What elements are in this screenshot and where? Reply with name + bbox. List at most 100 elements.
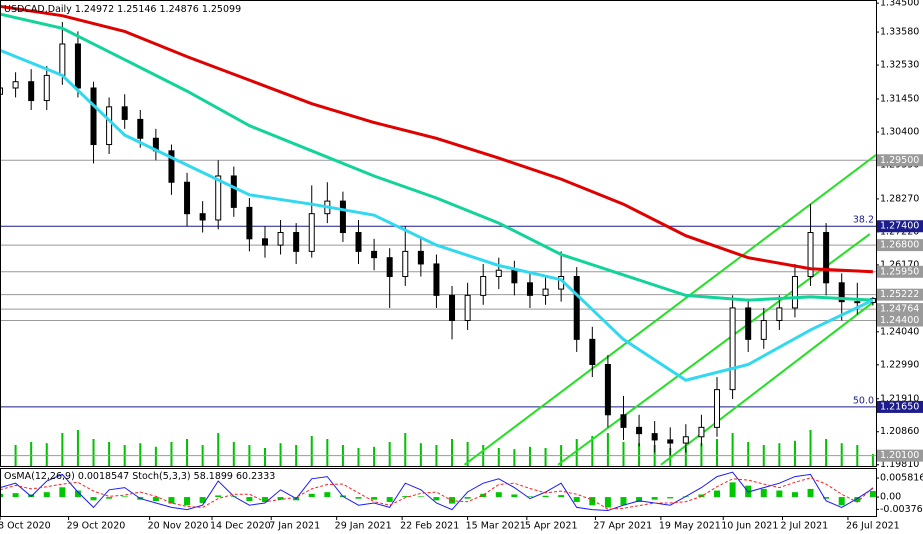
- volume-bar: [809, 430, 812, 466]
- candle-body: [12, 81, 19, 89]
- candle-body: [636, 426, 643, 435]
- candle-body: [74, 43, 81, 89]
- volume-bar: [497, 448, 500, 466]
- candle-body: [589, 338, 596, 366]
- stoch-name: Stoch(5,3,3): [132, 471, 190, 482]
- y-tick-label: 1.30400: [880, 126, 919, 137]
- osc-tick-label: 0.00: [880, 492, 901, 503]
- level-label-box: [877, 220, 923, 233]
- volume-bar: [310, 436, 313, 466]
- candle-body: [59, 43, 66, 76]
- osma-bar: [308, 493, 315, 498]
- volume-bar: [154, 446, 157, 466]
- level-label-box: [877, 303, 923, 316]
- level-label: 1.29500: [880, 155, 919, 166]
- osma-bar: [838, 497, 845, 506]
- volume-bar: [840, 443, 843, 466]
- volume-bar: [513, 449, 516, 466]
- y-tick-label: 1.32530: [880, 60, 919, 71]
- candle-body: [215, 175, 222, 221]
- y-tick-label: 1.21910: [880, 393, 919, 404]
- osma-bar: [59, 487, 66, 498]
- osma-bar: [495, 492, 502, 498]
- stoch-d-value: 60.2333: [236, 471, 275, 482]
- candle-body: [121, 106, 128, 120]
- volume-bar: [778, 443, 781, 466]
- volume-bar: [793, 440, 796, 466]
- oscillator-panel: [0, 471, 876, 512]
- volume-bar: [684, 446, 687, 466]
- osma-bar: [511, 494, 518, 498]
- candle-body: [277, 232, 284, 246]
- x-tick-label: 14 Dec 2020: [210, 521, 271, 532]
- volume-bar: [108, 442, 111, 466]
- x-tick-label: 5 Apr 2021: [525, 521, 578, 532]
- volume-bar: [232, 442, 235, 466]
- volume-bar: [622, 442, 625, 466]
- osma-bar: [106, 497, 113, 499]
- candle-body: [402, 250, 409, 278]
- level-label-box: [877, 265, 923, 278]
- stochastic-line: [0, 477, 874, 510]
- symbol: USDCAD,Daily: [4, 4, 72, 15]
- volume-bar: [716, 439, 719, 466]
- oscillator-frame: [0, 468, 877, 517]
- osma-bar: [355, 497, 362, 499]
- price-frame: [0, 0, 877, 467]
- level-label-box: [877, 288, 923, 301]
- candle-body: [698, 426, 705, 438]
- osma-bar: [371, 497, 378, 500]
- candle-body: [293, 232, 300, 252]
- osma-bar: [433, 497, 440, 501]
- candle-body: [823, 232, 830, 284]
- volume-bar: [404, 433, 407, 466]
- candle-body: [573, 276, 580, 340]
- osma-bar: [620, 497, 627, 506]
- candle-body: [526, 282, 533, 296]
- osma-bar: [760, 488, 767, 498]
- candle-body: [807, 232, 814, 278]
- candle-body: [791, 276, 798, 309]
- volume-bar: [638, 443, 641, 466]
- level-label-box: [877, 449, 923, 462]
- level-label-box: [877, 314, 923, 327]
- volume-bar: [373, 446, 376, 466]
- low: 1.24876: [160, 4, 199, 15]
- level-label: 1.25950: [880, 266, 919, 277]
- volume-bar: [747, 442, 750, 466]
- candle-body: [495, 269, 502, 278]
- volume-bar: [825, 439, 828, 466]
- volume-bar: [45, 443, 48, 466]
- volume-bar: [606, 433, 609, 466]
- y-tick-label: 1.20860: [880, 426, 919, 437]
- osma-bar: [667, 497, 674, 499]
- candle-body: [308, 213, 315, 252]
- stoch-k-value: 58.1899: [194, 471, 233, 482]
- osma-bar: [121, 496, 128, 498]
- level-label: 1.24400: [880, 315, 919, 326]
- osma-bar: [869, 491, 876, 498]
- osma-bar: [604, 497, 611, 508]
- osma-bar: [43, 492, 50, 498]
- volume-bar: [76, 430, 79, 466]
- x-tick-label: 29 Jan 2021: [335, 521, 392, 532]
- volume-bar: [419, 443, 422, 466]
- candle-body: [542, 288, 549, 296]
- osma-bar: [573, 497, 580, 502]
- candle-body: [449, 294, 456, 322]
- candle-body: [261, 238, 268, 246]
- x-tick-label: 26 Jul 2021: [846, 521, 900, 532]
- volume-bar: [528, 446, 531, 466]
- volume-bar: [700, 443, 703, 466]
- candle-body: [28, 81, 35, 102]
- y-tick-label: 1.22990: [880, 359, 919, 370]
- trend-line: [660, 299, 876, 466]
- candle-body: [667, 439, 674, 444]
- osma-bar: [714, 490, 721, 498]
- candle-body: [714, 389, 721, 428]
- osc-tick-label: 0.0058161: [880, 473, 923, 484]
- y-tick-label: 1.31450: [880, 93, 919, 104]
- osma-bar: [215, 495, 222, 498]
- candle-body: [0, 87, 3, 95]
